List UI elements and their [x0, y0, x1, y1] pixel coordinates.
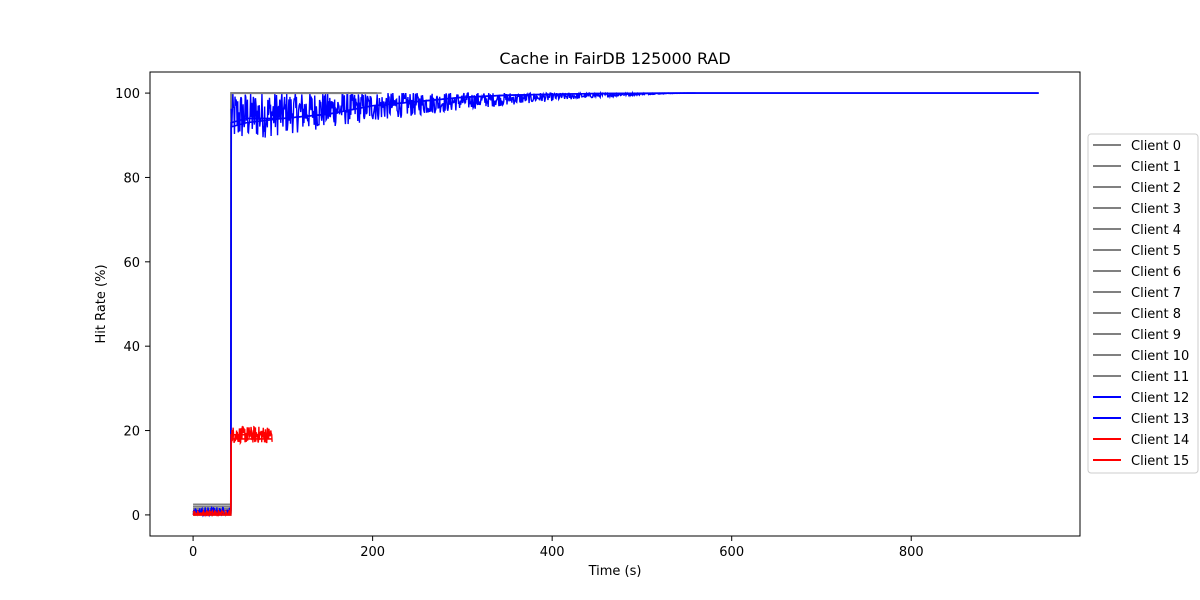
legend-label: Client 12	[1131, 391, 1189, 406]
legend-label: Client 15	[1131, 454, 1189, 469]
legend-label: Client 4	[1131, 223, 1181, 238]
x-tick-label: 800	[899, 545, 924, 560]
x-tick-label: 600	[719, 545, 744, 560]
legend-label: Client 2	[1131, 181, 1181, 196]
legend-label: Client 1	[1131, 160, 1181, 175]
legend-label: Client 5	[1131, 244, 1181, 259]
y-tick-label: 40	[123, 340, 140, 355]
legend-label: Client 13	[1131, 412, 1189, 427]
legend-label: Client 8	[1131, 307, 1181, 322]
legend-label: Client 3	[1131, 202, 1181, 217]
series-line-13	[193, 92, 1039, 514]
series-line-red-base	[193, 438, 273, 516]
legend-label: Client 9	[1131, 328, 1181, 343]
legend-label: Client 7	[1131, 286, 1181, 301]
x-tick-label: 400	[540, 545, 565, 560]
y-axis-label: Hit Rate (%)	[94, 264, 109, 343]
series-line-5	[193, 92, 378, 508]
plot-frame	[149, 71, 1081, 537]
chart-title: Cache in FairDB 125000 RAD	[499, 49, 730, 68]
series-line-1	[193, 92, 373, 508]
series-line-11	[193, 92, 375, 512]
legend-box	[1087, 133, 1199, 474]
series-line-10	[193, 92, 362, 514]
legend-label: Client 0	[1131, 139, 1181, 154]
legend-label: Client 11	[1131, 370, 1189, 385]
series-line-blue-noise	[230, 90, 696, 138]
series-line-15	[193, 433, 273, 512]
legend: Client 0 Client 1 Client 2 Client 3 Client 4…	[1087, 133, 1199, 474]
x-axis-ticks: 0 200 400 600 800	[189, 536, 924, 560]
legend-label: Client 10	[1131, 349, 1189, 364]
y-tick-label: 0	[132, 509, 140, 524]
plot-area: 0 200 400 600 800 0 20 40 60 80 100	[115, 71, 1081, 560]
y-tick-label: 100	[115, 87, 140, 102]
legend-label: Client 6	[1131, 265, 1181, 280]
legend-items: Client 0 Client 1 Client 2 Client 3 Client 4…	[1093, 139, 1189, 469]
series-line-0	[193, 92, 364, 512]
y-tick-label: 20	[123, 425, 140, 440]
legend-label: Client 14	[1131, 433, 1189, 448]
y-tick-label: 60	[123, 256, 140, 271]
series-layer	[192, 90, 1039, 518]
series-line-2	[193, 92, 360, 516]
series-line-3	[193, 92, 369, 510]
series-line-12	[193, 92, 1039, 512]
series-line-red-noise	[230, 425, 273, 446]
y-tick-label: 80	[123, 171, 140, 186]
series-line-6	[193, 92, 351, 512]
series-line-4	[193, 92, 355, 514]
x-tick-label: 200	[360, 545, 385, 560]
x-tick-label: 0	[189, 545, 197, 560]
series-line-7	[193, 92, 382, 516]
series-line-9	[193, 92, 373, 506]
x-axis-label: Time (s)	[588, 564, 642, 579]
y-axis-ticks: 0 20 40 60 80 100	[115, 87, 150, 524]
series-line-8	[193, 92, 364, 510]
series-line-14	[193, 433, 273, 514]
